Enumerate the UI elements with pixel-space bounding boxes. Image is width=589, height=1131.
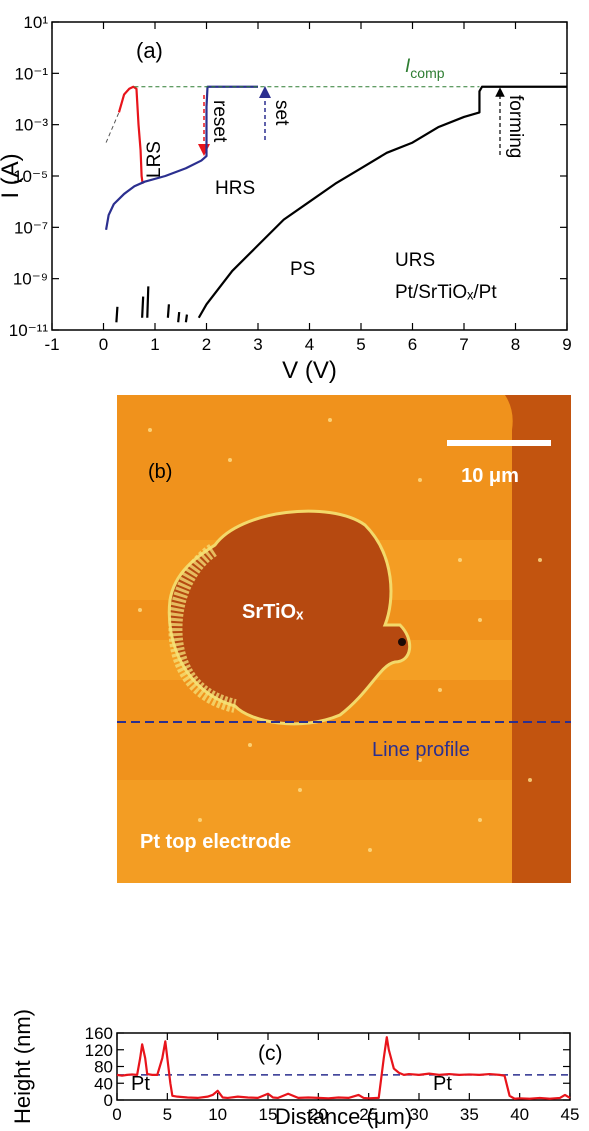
panel-c-annotations: (c) Pt Pt bbox=[131, 1042, 452, 1095]
scale-bar-label: 10 μm bbox=[461, 465, 519, 487]
x-tick-label: 1 bbox=[150, 335, 159, 354]
hrs-label: HRS bbox=[215, 178, 255, 199]
image-dots bbox=[138, 418, 542, 852]
x-tick-label: 20 bbox=[309, 1105, 328, 1124]
panel-label: (b) bbox=[148, 461, 172, 483]
x-tick-label: 10 bbox=[208, 1105, 227, 1124]
x-tick-label: 2 bbox=[202, 335, 211, 354]
x-tick-label: -1 bbox=[44, 335, 59, 354]
ps-label: PS bbox=[290, 259, 315, 280]
srtiox-region bbox=[167, 509, 411, 726]
electrode-label: Pt top electrode bbox=[140, 831, 291, 853]
x-tick-label: 25 bbox=[359, 1105, 378, 1124]
y-tick-label: 0 bbox=[104, 1091, 113, 1110]
x-tick-label: 45 bbox=[561, 1105, 580, 1124]
particle bbox=[398, 638, 406, 646]
x-tick-label: 5 bbox=[163, 1105, 172, 1124]
region-label: Pt bbox=[131, 1073, 150, 1095]
x-tick-label: 0 bbox=[99, 335, 108, 354]
x-axis-label: Distance (μm) bbox=[275, 1104, 412, 1129]
y-axis-label: Height (nm) bbox=[10, 1009, 35, 1124]
x-tick-label: 4 bbox=[305, 335, 314, 354]
data-line bbox=[105, 112, 120, 143]
y-tick-label: 10⁻⁹ bbox=[13, 270, 48, 289]
panel-label: (a) bbox=[136, 38, 163, 63]
plot-frame bbox=[116, 1032, 571, 1101]
x-tick-label: 35 bbox=[460, 1105, 479, 1124]
y-tick-label: 80 bbox=[94, 1058, 113, 1077]
bright-rim bbox=[168, 544, 237, 713]
data-line bbox=[116, 1036, 571, 1100]
region-label: Pt bbox=[433, 1073, 452, 1095]
y-tick-label: 10⁻¹¹ bbox=[9, 321, 49, 340]
y-axis-label: I (A) bbox=[0, 153, 24, 198]
x-axis-label: V (V) bbox=[282, 357, 337, 384]
image-band bbox=[117, 780, 517, 883]
x-tick-label: 7 bbox=[459, 335, 468, 354]
data-line bbox=[115, 286, 189, 323]
y-tick-label: 10⁻⁷ bbox=[14, 218, 48, 237]
panel-a-annotations: (a) Icomp LRS reset set HRS PS URS Pt/Sr… bbox=[136, 38, 526, 303]
compliance-label: Icomp bbox=[405, 56, 445, 81]
y-tick-label: 160 bbox=[85, 1024, 113, 1043]
panel-label: (c) bbox=[258, 1042, 283, 1065]
y-tick-label: 10⁻³ bbox=[14, 116, 48, 135]
set-label: set bbox=[271, 100, 292, 126]
forming-label: forming bbox=[505, 95, 526, 158]
stack-label: Pt/SrTiOₓ/Pt bbox=[395, 282, 497, 303]
x-tick-label: 40 bbox=[510, 1105, 529, 1124]
y-tick-label: 10⁻¹ bbox=[14, 64, 48, 83]
reset-label: reset bbox=[209, 100, 230, 143]
urs-label: URS bbox=[395, 250, 435, 271]
data-line bbox=[197, 85, 567, 319]
x-tick-label: 3 bbox=[253, 335, 262, 354]
y-tick-label: 120 bbox=[85, 1041, 113, 1060]
x-tick-label: 30 bbox=[410, 1105, 429, 1124]
afm-image: 10 μm (b) SrTiOₓ Line profile Pt top ele… bbox=[117, 395, 571, 883]
x-tick-label: 8 bbox=[511, 335, 520, 354]
x-tick-label: 6 bbox=[408, 335, 417, 354]
image-edge-region bbox=[505, 395, 571, 883]
x-tick-label: 0 bbox=[112, 1105, 121, 1124]
region-label: SrTiOₓ bbox=[242, 601, 304, 623]
data-line bbox=[104, 85, 258, 231]
profile-label: Line profile bbox=[372, 739, 470, 761]
y-tick-label: 10⁻⁵ bbox=[13, 167, 48, 186]
y-tick-label: 40 bbox=[94, 1074, 113, 1093]
y-tick-label: 10¹ bbox=[23, 13, 48, 32]
x-tick-label: 9 bbox=[562, 335, 571, 354]
x-tick-label: 5 bbox=[356, 335, 365, 354]
data-line bbox=[117, 85, 144, 184]
x-tick-label: 15 bbox=[259, 1105, 278, 1124]
scale-bar bbox=[447, 440, 551, 446]
lrs-label: LRS bbox=[144, 141, 165, 178]
